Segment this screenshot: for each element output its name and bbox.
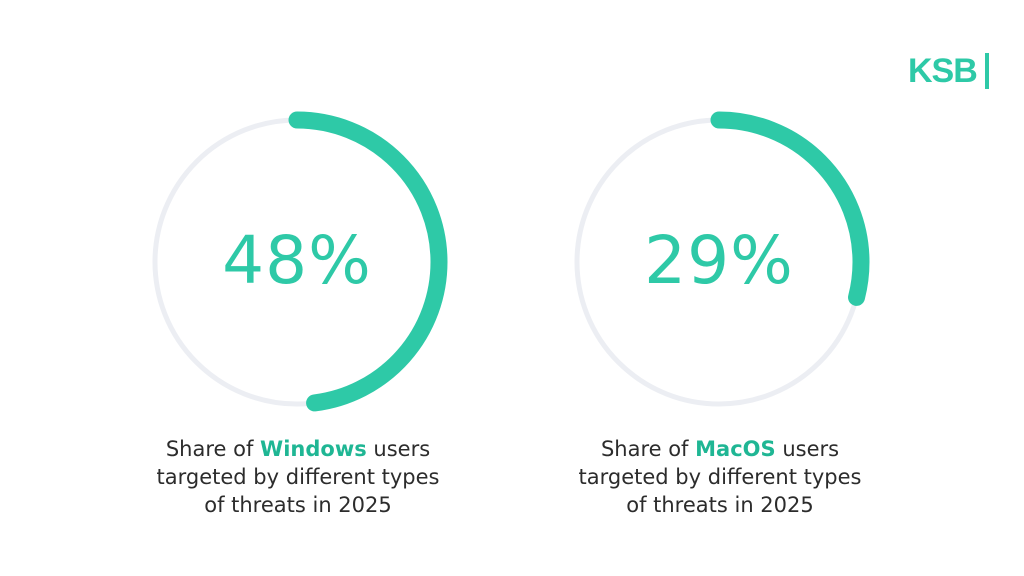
donut-progress-arc bbox=[146, 111, 448, 413]
logo-divider bbox=[984, 53, 989, 89]
caption-line-2: targeted by different types bbox=[156, 465, 440, 489]
caption-prefix: Share of bbox=[600, 437, 696, 461]
ksb-logo: KSB bbox=[908, 52, 989, 90]
caption-highlight-windows: Windows bbox=[260, 437, 367, 461]
caption-line-2: targeted by different types bbox=[578, 465, 862, 489]
donut-progress-arc bbox=[568, 111, 870, 413]
caption-highlight-macos: MacOS bbox=[695, 437, 776, 461]
windows-percentage: 48% bbox=[222, 221, 372, 299]
caption-suffix: users bbox=[366, 437, 431, 461]
macos-donut-chart: 29% bbox=[564, 105, 874, 415]
caption-prefix: Share of bbox=[165, 437, 261, 461]
windows-caption: Share of Windows users targeted by diffe… bbox=[118, 435, 478, 519]
windows-donut-chart: 48% bbox=[142, 105, 452, 415]
caption-line-1: Share of Windows users bbox=[118, 435, 478, 463]
caption-suffix: users bbox=[775, 437, 840, 461]
logo-text: KSB bbox=[908, 52, 978, 90]
macos-percentage: 29% bbox=[644, 221, 794, 299]
macos-donut-svg bbox=[568, 111, 870, 413]
macos-caption: Share of MacOS users targeted by differe… bbox=[540, 435, 900, 519]
caption-line-3: of threats in 2025 bbox=[626, 493, 814, 517]
caption-line-1: Share of MacOS users bbox=[540, 435, 900, 463]
windows-donut-svg bbox=[146, 111, 448, 413]
caption-line-3: of threats in 2025 bbox=[204, 493, 392, 517]
